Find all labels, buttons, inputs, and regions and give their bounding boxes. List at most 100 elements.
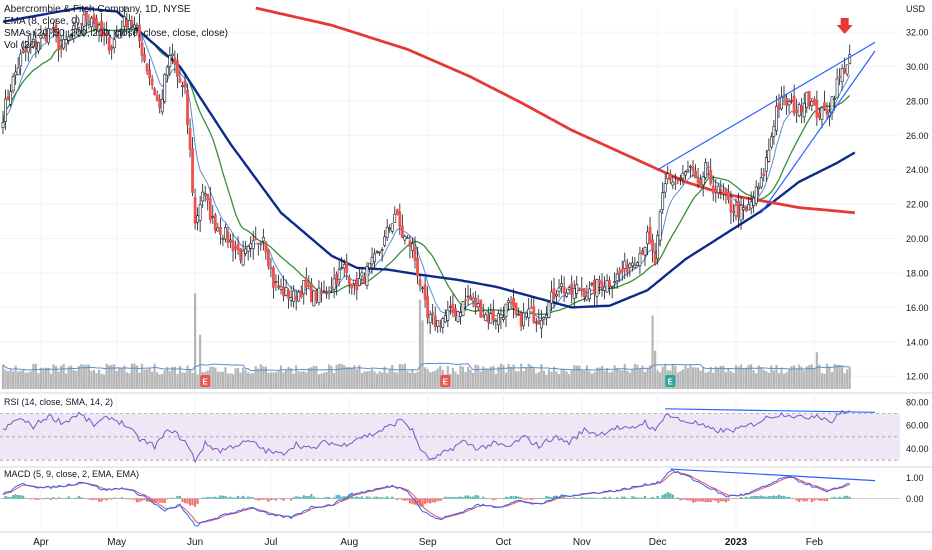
macd-histogram-bar (75, 497, 78, 499)
candle-body (656, 235, 660, 260)
candle-body (155, 94, 159, 101)
volume-bar (123, 365, 126, 389)
volume-bar (742, 369, 745, 389)
volume-bar (259, 364, 262, 389)
macd-histogram-bar (330, 498, 333, 500)
volume-bar (575, 365, 578, 389)
candle-body (97, 24, 101, 32)
candle-body (502, 317, 505, 320)
volume-bar (264, 366, 267, 389)
volume-bar (714, 366, 717, 389)
macd-histogram-bar (492, 498, 495, 501)
volume-bar (272, 372, 275, 389)
volume-bar (234, 368, 237, 389)
candle-body (218, 226, 222, 235)
candle-body (411, 243, 414, 251)
volume-bar (780, 368, 783, 389)
volume-bar (388, 369, 391, 389)
volume-bar (777, 373, 781, 389)
macd-histogram-bar (643, 495, 647, 499)
candle-body (552, 288, 556, 299)
sma-200-line (255, 6, 855, 215)
candle-body (352, 279, 356, 284)
macd-histogram-bar (305, 496, 308, 499)
x-tick-label: Dec (649, 537, 667, 548)
macd-histogram-bar (249, 496, 252, 499)
candle-body (749, 201, 753, 209)
candle-body (112, 39, 116, 49)
volume-bar (67, 366, 70, 389)
candle-body (21, 50, 25, 53)
macd-histogram-bar (838, 496, 841, 499)
macd-histogram-bar (841, 497, 844, 499)
macd-histogram-bar (532, 498, 535, 500)
candle-body (600, 281, 604, 290)
candle-body (582, 288, 586, 298)
macd-histogram-bar (143, 498, 146, 501)
candle-body (47, 28, 50, 43)
volume-bar (547, 369, 551, 389)
macd-histogram-bar (461, 497, 465, 499)
volume-bar (472, 372, 475, 389)
macd-histogram-bar (426, 498, 429, 503)
volume-bar (719, 365, 722, 389)
macd-histogram-bar (138, 498, 141, 503)
candle-body (206, 193, 210, 201)
candle-body (135, 25, 139, 28)
candle-body (618, 270, 622, 275)
candle-body (79, 23, 83, 25)
volume-bar (348, 367, 351, 389)
volume-bar (772, 370, 775, 389)
candle-body (805, 91, 809, 109)
candle-body (431, 312, 435, 315)
candle-body (256, 242, 260, 245)
volume-bar (274, 372, 278, 389)
candle-body (474, 297, 478, 308)
x-tick-label: Sep (419, 537, 437, 548)
macd-histogram-bar (239, 497, 242, 499)
volume-bar (835, 364, 839, 389)
volume-bar (277, 370, 280, 389)
candle-body (279, 286, 283, 290)
volume-bar (181, 372, 184, 389)
candle-body (183, 80, 187, 88)
candle-body (820, 107, 824, 120)
candle-body (716, 185, 720, 194)
volume-bar (770, 365, 773, 389)
volume-bar (231, 374, 235, 389)
trendline (657, 41, 876, 171)
volume-bar (429, 372, 432, 389)
macd-histogram-bar (530, 498, 533, 501)
candle-body (671, 181, 675, 186)
macd-histogram-bar (520, 497, 523, 499)
macd-histogram-bar (497, 498, 500, 500)
volume-bar (542, 370, 545, 389)
candle-body (342, 264, 346, 269)
macd-histogram-bar (145, 498, 149, 502)
volume-bar (729, 371, 733, 389)
volume-bar (393, 372, 396, 389)
macd-histogram-bar (517, 496, 520, 499)
candle-body (421, 287, 424, 290)
candle-body (572, 288, 576, 299)
candle-body (721, 192, 725, 194)
candle-body (509, 301, 513, 304)
candle-body (69, 34, 73, 38)
macd-histogram-bar (431, 498, 434, 503)
volume-bar (712, 372, 715, 389)
macd-histogram-bar (105, 498, 108, 501)
macd-histogram-bar (785, 496, 788, 499)
macd-histogram-bar (472, 496, 475, 499)
candle-body (117, 31, 121, 39)
rsi-label: RSI (14, close, SMA, 14, 2) (4, 397, 114, 407)
candle-body (380, 249, 384, 251)
volume-bar (148, 367, 151, 389)
candle-body (127, 20, 131, 29)
macd-histogram-bar (128, 498, 131, 500)
candle-body (694, 170, 697, 179)
macd-histogram-bar (583, 497, 586, 499)
macd-histogram-bar (297, 496, 300, 499)
candle-body (143, 53, 146, 62)
volume-bar (143, 369, 146, 389)
